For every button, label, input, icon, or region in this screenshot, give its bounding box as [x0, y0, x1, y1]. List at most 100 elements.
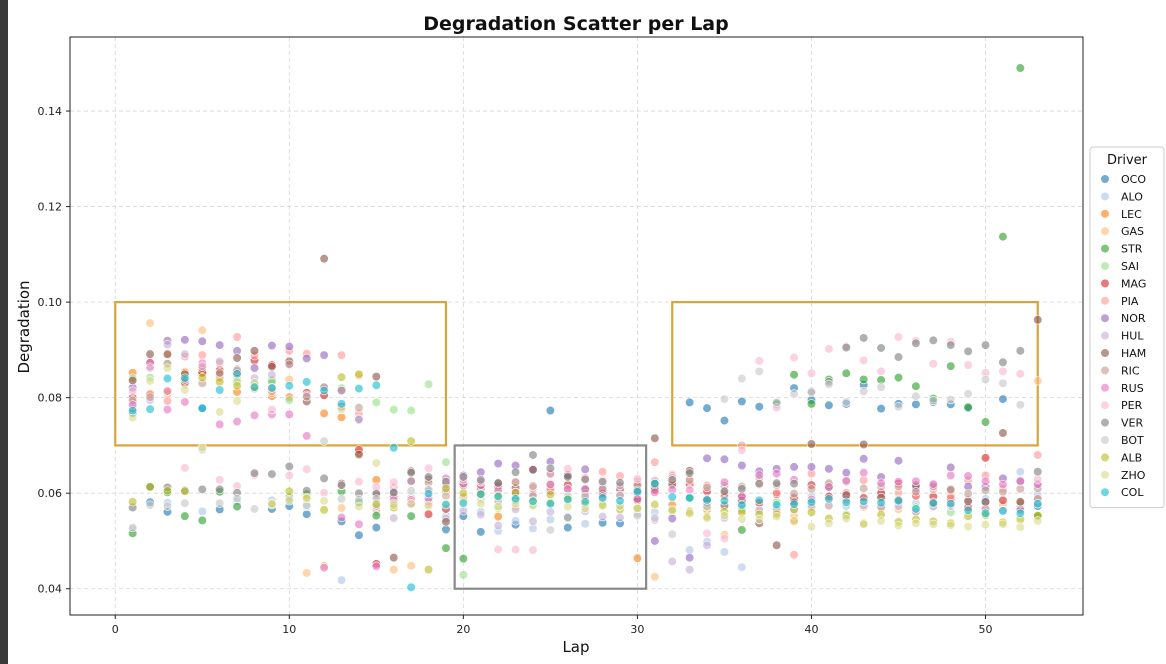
data-point	[406, 486, 416, 496]
data-point	[893, 521, 904, 531]
data-point	[563, 484, 573, 494]
data-point	[528, 465, 538, 475]
data-point	[598, 493, 608, 503]
data-point	[162, 363, 173, 373]
data-point	[841, 397, 851, 407]
data-point	[980, 520, 991, 530]
series-gas	[128, 318, 1043, 582]
data-point	[1033, 516, 1043, 526]
data-point	[580, 519, 590, 529]
data-point	[284, 381, 294, 391]
data-point	[162, 404, 173, 415]
x-tick-label: 10	[282, 623, 296, 636]
data-point	[824, 400, 834, 410]
data-point	[1015, 346, 1025, 356]
data-point	[893, 456, 904, 466]
data-point	[754, 479, 764, 489]
data-point	[1015, 400, 1025, 410]
data-point	[1015, 497, 1025, 507]
legend-marker	[1100, 365, 1110, 376]
x-tick-label: 20	[456, 623, 470, 636]
data-point	[371, 380, 381, 390]
legend-entry: OCO	[1121, 173, 1146, 186]
data-point	[650, 457, 660, 467]
data-point	[197, 361, 207, 371]
y-tick-label: 0.06	[38, 487, 63, 500]
data-point	[650, 500, 660, 510]
data-point	[197, 403, 207, 413]
series-zho	[128, 363, 1043, 532]
data-point	[824, 379, 834, 389]
data-point	[859, 519, 869, 529]
data-point	[702, 513, 712, 523]
data-point	[563, 512, 573, 523]
data-point	[911, 399, 921, 409]
data-point	[719, 454, 730, 464]
data-point	[441, 491, 451, 501]
data-point	[946, 361, 956, 371]
series-hul	[128, 340, 1043, 575]
data-point	[215, 475, 225, 485]
data-point	[249, 363, 260, 373]
data-point	[650, 572, 660, 582]
data-point	[162, 486, 173, 496]
data-point	[789, 370, 799, 380]
data-point	[841, 342, 851, 353]
data-point	[667, 475, 677, 485]
legend-marker	[1100, 470, 1110, 480]
data-point	[145, 500, 155, 510]
data-point	[371, 458, 381, 468]
data-point	[354, 477, 364, 487]
data-point	[928, 519, 938, 529]
data-point	[719, 511, 730, 521]
x-tick-label: 40	[804, 623, 818, 636]
data-point	[423, 501, 434, 511]
data-point	[580, 497, 590, 507]
data-point	[580, 464, 590, 474]
data-point	[754, 366, 764, 376]
data-point	[406, 582, 416, 592]
data-point	[458, 506, 468, 516]
legend-entry: ZHO	[1121, 469, 1146, 482]
data-point	[545, 490, 555, 500]
data-point	[284, 496, 294, 506]
data-point	[145, 318, 155, 328]
data-point	[719, 394, 730, 404]
data-point	[180, 335, 190, 345]
data-point	[232, 369, 242, 379]
data-point	[911, 504, 921, 514]
data-point	[893, 372, 904, 383]
data-point	[423, 379, 434, 389]
data-point	[859, 496, 869, 506]
data-point	[702, 482, 712, 493]
data-point	[998, 366, 1008, 376]
data-point	[354, 383, 364, 394]
data-point	[180, 373, 190, 383]
y-tick-label: 0.04	[38, 583, 63, 596]
data-point	[510, 494, 521, 504]
data-point	[859, 483, 869, 494]
data-point	[493, 491, 503, 502]
data-point	[180, 463, 190, 473]
data-point	[980, 497, 991, 507]
data-point	[145, 404, 155, 414]
series-mag	[128, 355, 1043, 569]
data-point	[232, 501, 242, 512]
data-point	[458, 498, 468, 508]
data-point	[389, 553, 399, 563]
data-point	[336, 480, 347, 490]
legend-entry: ALB	[1121, 451, 1142, 464]
data-point	[1015, 508, 1025, 518]
data-point	[859, 475, 869, 485]
data-point	[180, 511, 190, 521]
data-point	[302, 353, 312, 364]
data-point	[1033, 499, 1043, 509]
data-point	[319, 473, 329, 483]
data-point	[737, 500, 747, 510]
data-points	[128, 63, 1043, 592]
data-point	[737, 373, 747, 384]
data-point	[302, 431, 312, 441]
data-point	[963, 360, 973, 370]
data-point	[215, 385, 225, 395]
data-point	[946, 484, 956, 494]
